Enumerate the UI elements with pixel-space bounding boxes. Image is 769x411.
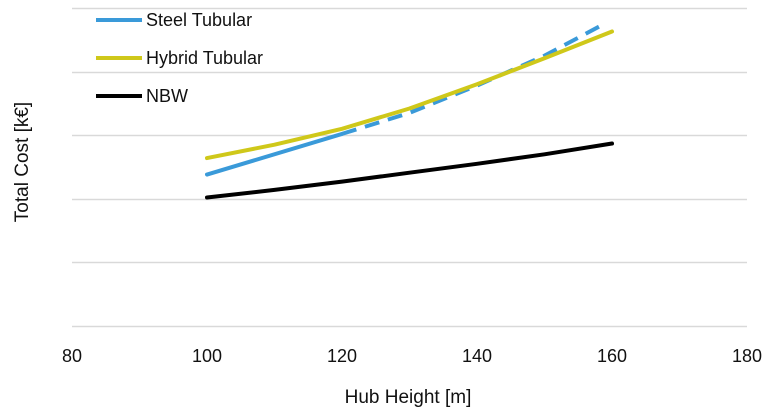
x-axis-tick-labels: 80 100 120 140 160 180 [62,346,762,366]
series-line-steel-tubular [205,131,344,177]
x-tick-label: 140 [462,346,492,366]
x-axis-title: Hub Height [m] [345,387,472,408]
series-lines [205,21,614,200]
x-tick-label: 80 [62,346,82,366]
x-tick-label: 180 [732,346,762,366]
legend-label: Hybrid Tubular [146,48,263,68]
y-axis-title: Total Cost [k€] [12,102,33,222]
x-tick-label: 120 [327,346,357,366]
legend-label: NBW [146,86,188,106]
x-tick-label: 100 [192,346,222,366]
series-line-hybrid-tubular [205,29,614,161]
legend-label: Steel Tubular [146,10,252,30]
x-tick-label: 160 [597,346,627,366]
series-line-nbw [205,141,614,200]
gridlines [72,7,747,328]
series-line-steel-tubular-dashed [341,21,607,136]
legend: Steel Tubular Hybrid Tubular NBW [96,10,263,106]
